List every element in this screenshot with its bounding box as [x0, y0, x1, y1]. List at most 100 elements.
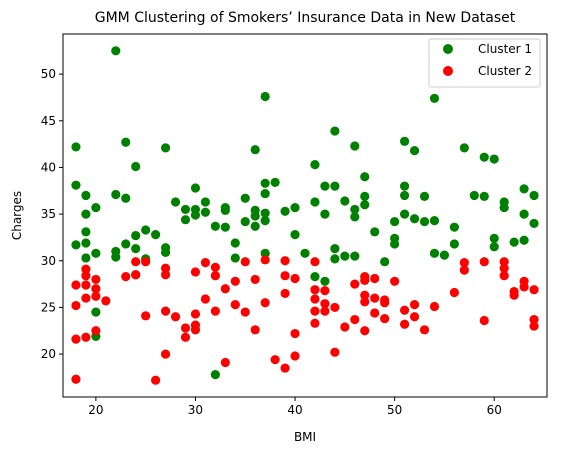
- scatter-point: [81, 238, 91, 248]
- y-tick-label: 20: [41, 347, 56, 361]
- scatter-point: [81, 293, 91, 303]
- scatter-point: [360, 275, 370, 285]
- scatter-point: [71, 142, 81, 152]
- scatter-point: [200, 258, 211, 268]
- scatter-point: [399, 190, 410, 201]
- scatter-point: [300, 248, 310, 258]
- scatter-point: [340, 251, 350, 261]
- scatter-point: [310, 318, 320, 328]
- scatter-point: [449, 222, 459, 232]
- scatter-point: [160, 349, 171, 359]
- scatter-point: [190, 309, 201, 319]
- x-tick-label: 50: [387, 403, 402, 417]
- scatter-point: [479, 152, 489, 162]
- scatter-point: [350, 314, 360, 325]
- scatter-point: [360, 290, 370, 300]
- scatter-point: [131, 257, 141, 267]
- y-tick-label: 50: [41, 67, 56, 81]
- scatter-point: [280, 288, 290, 299]
- scatter-point: [91, 307, 101, 317]
- scatter-point: [230, 300, 240, 310]
- scatter-point: [519, 209, 529, 219]
- scatter-point: [310, 197, 320, 207]
- scatter-point: [399, 136, 410, 146]
- scatter-point: [290, 273, 300, 284]
- x-axis-label: BMI: [294, 430, 316, 444]
- scatter-point: [260, 298, 270, 308]
- scatter-point: [270, 177, 280, 187]
- scatter-point: [290, 351, 300, 361]
- scatter-point: [330, 302, 340, 313]
- scatter-point: [290, 202, 300, 213]
- scatter-point: [250, 145, 260, 155]
- scatter-point: [429, 93, 440, 103]
- scatter-point: [131, 161, 141, 172]
- scatter-point: [409, 312, 420, 322]
- scatter-point: [459, 258, 469, 268]
- scatter-point: [280, 271, 290, 281]
- scatter-point: [529, 314, 539, 325]
- scatter-point: [250, 274, 260, 285]
- scatter-point: [190, 183, 201, 193]
- scatter-point: [429, 216, 440, 226]
- scatter-point: [499, 202, 509, 213]
- scatter-point: [71, 334, 81, 344]
- scatter-point: [310, 285, 320, 295]
- scatter-point: [200, 207, 211, 217]
- scatter-point: [429, 301, 440, 312]
- scatter-point: [459, 143, 469, 153]
- scatter-point: [190, 325, 201, 335]
- x-tick-label: 30: [188, 403, 203, 417]
- scatter-point: [320, 306, 330, 316]
- scatter-point: [350, 279, 360, 289]
- scatter-point: [360, 297, 370, 307]
- scatter-point: [519, 235, 529, 245]
- scatter-point: [350, 212, 360, 222]
- scatter-point: [459, 265, 469, 275]
- scatter-point: [71, 280, 81, 290]
- scatter-point: [419, 191, 430, 201]
- scatter-point: [399, 305, 410, 315]
- scatter-point: [111, 252, 121, 262]
- scatter-point: [370, 293, 380, 303]
- scatter-point: [310, 257, 320, 267]
- scatter-point: [399, 181, 410, 191]
- scatter-point: [360, 191, 370, 201]
- scatter-point: [310, 306, 320, 316]
- scatter-point: [131, 270, 141, 280]
- scatter-point: [350, 204, 360, 215]
- scatter-point: [210, 370, 220, 380]
- scatter-point: [340, 322, 350, 332]
- scatter-point: [180, 332, 191, 342]
- scatter-point: [320, 209, 330, 219]
- scatter-point: [370, 308, 380, 318]
- scatter-point: [240, 257, 250, 267]
- scatter-point: [370, 227, 380, 237]
- scatter-point: [380, 314, 390, 324]
- scatter-point: [190, 267, 201, 277]
- x-axis-ticks: 20 30 40 50 60: [88, 397, 502, 417]
- scatter-point: [141, 225, 151, 235]
- scatter-point: [230, 238, 240, 248]
- scatter-point: [290, 230, 300, 240]
- scatter-point: [160, 263, 171, 273]
- scatter-point: [101, 296, 111, 306]
- scatter-point: [280, 256, 290, 266]
- scatter-point: [519, 184, 529, 194]
- scatter-point: [250, 211, 260, 221]
- scatter-point: [469, 190, 479, 201]
- scatter-point: [449, 287, 459, 298]
- scatter-point: [91, 202, 101, 213]
- scatter-point: [310, 294, 320, 304]
- scatter-point: [310, 272, 320, 282]
- scatter-point: [250, 221, 260, 231]
- scatter-point: [81, 332, 91, 342]
- scatter-point: [210, 306, 220, 316]
- scatter-point: [160, 270, 171, 280]
- scatter-point: [200, 294, 211, 304]
- legend-label-cluster-2: Cluster 2: [478, 64, 532, 78]
- plot-frame: [62, 33, 548, 398]
- scatter-point: [71, 374, 81, 384]
- scatter-point: [419, 216, 430, 227]
- scatter-point: [390, 276, 400, 286]
